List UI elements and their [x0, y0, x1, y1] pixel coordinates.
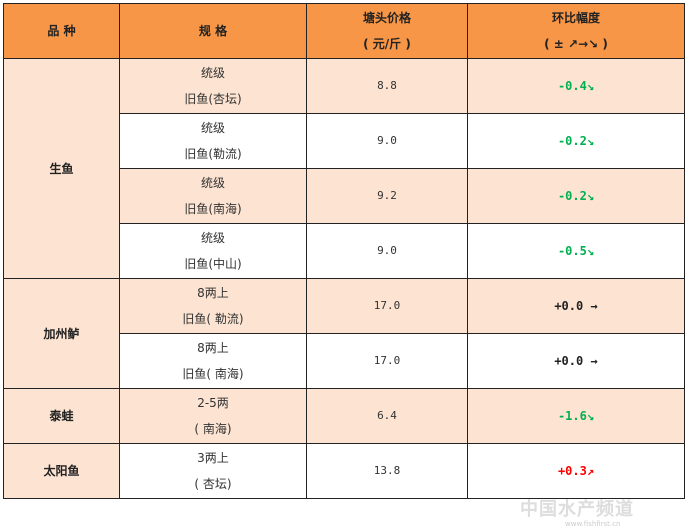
change-cell: -0.2↘: [467, 168, 685, 224]
spec-origin: 旧鱼(杏坛): [184, 92, 242, 106]
price-cell: 13.8: [306, 443, 468, 499]
table-row: 泰蛙 2-5两 ( 南海) 6.4 -1.6↘: [3, 388, 685, 444]
header-price: 塘头价格 ( 元/斤 ): [306, 3, 468, 59]
table-row: 统级 旧鱼(中山) 9.0 -0.5↘: [4, 223, 685, 279]
price-table: 品 种 规 格 塘头价格( 元/斤 ) 环比幅度( ± ↗→↘ ) 生鱼 统级 旧鱼…: [3, 3, 685, 499]
change-legend: ( ± ↗→↘ ): [544, 37, 608, 51]
spec-grade: 统级: [200, 66, 225, 80]
variety-cell: 加州鲈: [3, 278, 120, 389]
price-cell: 9.2: [306, 168, 468, 224]
spec-cell: 统级旧鱼(勒流): [119, 113, 307, 169]
spec-origin: 旧鱼( 南海): [182, 367, 244, 381]
price-cell: 17.0: [306, 278, 468, 334]
change-cell: -0.5↘: [467, 223, 685, 279]
spec-origin: 旧鱼( 勒流): [182, 312, 244, 326]
table-row: 8两上 旧鱼( 南海) 17.0 +0.0 →: [4, 333, 685, 389]
price-cell: 8.8: [306, 58, 468, 114]
spec-cell: 2-5两 ( 南海): [119, 388, 307, 444]
spec-cell: 3两上 ( 杏坛): [119, 443, 307, 499]
spec-cell: 统级旧鱼(南海): [119, 168, 307, 224]
watermark-url: www.fishfirst.cn: [565, 520, 621, 528]
spec-grade: 统级: [200, 121, 225, 135]
table-row: 统级 旧鱼(勒流) 9.0 -0.2↘: [4, 113, 685, 169]
spec-grade: 统级: [200, 231, 225, 245]
header-spec: 规 格: [119, 3, 307, 59]
spec-cell: 统级旧鱼(中山): [119, 223, 307, 279]
change-cell: -0.2↘: [467, 113, 685, 169]
spec-origin: ( 杏坛): [194, 477, 232, 491]
price-cell: 9.0: [306, 113, 468, 169]
price-unit: ( 元/斤 ): [363, 37, 411, 51]
change-cell: +0.0 →: [467, 278, 685, 334]
spec-grade: 3两上: [197, 451, 229, 465]
change-cell: -0.4↘: [467, 58, 685, 114]
spec-grade: 2-5两: [197, 396, 229, 410]
spec-grade: 8两上: [197, 286, 229, 300]
spec-grade: 8两上: [197, 341, 229, 355]
table-row: 统级 旧鱼(南海) 9.2 -0.2↘: [4, 168, 685, 224]
header-row: 品 种 规 格 塘头价格 ( 元/斤 ) 环比幅度 ( ± ↗→↘ ): [3, 3, 685, 59]
spec-grade: 统级: [200, 176, 225, 190]
price-cell: 9.0: [306, 223, 468, 279]
spec-origin: ( 南海): [194, 422, 232, 436]
change-cell: +0.0 →: [467, 333, 685, 389]
price-cell: 17.0: [306, 333, 468, 389]
watermark-logo: 中国水产频道: [520, 499, 634, 520]
variety-cell: 太阳鱼: [3, 443, 120, 499]
change-cell: +0.3↗: [467, 443, 685, 499]
table-row: 太阳鱼 3两上 ( 杏坛) 13.8 +0.3↗: [3, 443, 685, 499]
spec-cell: 8两上旧鱼( 勒流): [119, 278, 307, 334]
spec-cell: 统级旧鱼(杏坛): [119, 58, 307, 114]
variety-cell: 生鱼: [3, 58, 120, 279]
header-change: 环比幅度 ( ± ↗→↘ ): [467, 3, 685, 59]
spec-origin: 旧鱼(勒流): [184, 147, 242, 161]
table-row: 加州鲈 8两上 旧鱼( 勒流) 17.0 +0.0 →: [3, 278, 685, 389]
change-cell: -1.6↘: [467, 388, 685, 444]
spec-cell: 8两上旧鱼( 南海): [119, 333, 307, 389]
spec-origin: 旧鱼(中山): [184, 257, 242, 271]
table-row: 生鱼 统级 旧鱼(杏坛) 8.8 -0.4↘: [3, 58, 685, 279]
header-variety: 品 种: [3, 3, 120, 59]
price-cell: 6.4: [306, 388, 468, 444]
variety-cell: 泰蛙: [3, 388, 120, 444]
price-label: 塘头价格: [362, 11, 411, 25]
change-label: 环比幅度: [551, 11, 600, 25]
spec-origin: 旧鱼(南海): [184, 202, 242, 216]
